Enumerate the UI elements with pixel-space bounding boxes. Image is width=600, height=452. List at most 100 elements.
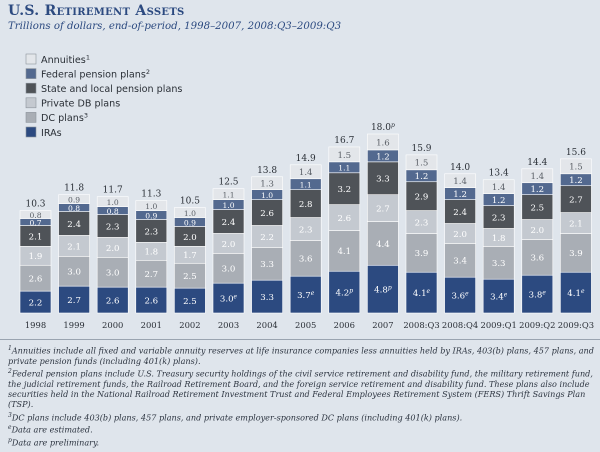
bar-stack-2002: 2.5 2.5 1.7 2.0 0.91.0 10.5 xyxy=(174,197,206,314)
bar-segment xyxy=(19,264,52,292)
legend-swatch xyxy=(25,112,37,123)
bar-segment xyxy=(289,240,322,277)
data-label: 1.7 xyxy=(183,251,197,261)
data-label: 2.1 xyxy=(67,242,81,252)
data-label: 4.1 xyxy=(337,247,351,257)
data-label: 2.7 xyxy=(569,196,583,206)
data-label: 3.2 xyxy=(337,185,351,195)
data-label: 1.3 xyxy=(260,180,274,190)
total-label: 14.0 xyxy=(450,163,470,173)
data-label: 2.1 xyxy=(29,232,43,242)
data-label: 1.1 xyxy=(222,191,234,200)
bar-stacks: 2.22.61.92.10.70.810.32.73.02.12.40.80.9… xyxy=(19,122,592,314)
data-label: 2.5 xyxy=(183,297,197,307)
bar-segment xyxy=(328,230,361,272)
data-label: 4.2p xyxy=(336,288,354,299)
bar-stack-1998: 2.2 2.6 1.9 2.1 0.70.810.3 xyxy=(19,200,52,314)
data-label: 3.3 xyxy=(492,259,506,269)
data-label: 0.8 xyxy=(68,204,80,213)
bar-stack-2004: 3.3 3.3 2.2 2.6 1.01.3 13.8 xyxy=(251,166,283,314)
x-tick-label: 2002 xyxy=(179,320,200,330)
data-label: 4.4 xyxy=(376,240,390,250)
data-label: 2.3 xyxy=(299,225,313,235)
data-label: 2.6 xyxy=(337,214,351,224)
bar-segment xyxy=(58,194,90,204)
data-label: 2.9 xyxy=(415,193,429,203)
total-label: 13.4 xyxy=(489,169,509,179)
data-label: 3.6 xyxy=(530,254,544,264)
data-label: 2.0 xyxy=(183,233,197,243)
total-label: 11.8 xyxy=(64,184,84,194)
x-tick-label: 2008:Q3 xyxy=(403,320,439,330)
total-label: 15.6 xyxy=(566,148,586,158)
data-label: 2.4 xyxy=(67,220,81,230)
data-label: 1.8 xyxy=(492,234,506,244)
bar-stack-1999: 2.7 3.0 2.1 2.4 0.80.9 11.8 xyxy=(58,184,90,314)
bar-stack-2009-q2: 3.8e 3.6 2.0 2.5 1.2 1.4 14.4 xyxy=(521,158,554,314)
data-label: 2.2 xyxy=(29,298,43,308)
bar-segment xyxy=(289,275,322,314)
bar-segment xyxy=(212,188,245,200)
data-label: 2.3 xyxy=(144,227,158,237)
bar-segment xyxy=(251,199,283,226)
stacked-bar-chart: Annuities1 Federal pension plans2 State an… xyxy=(19,53,594,330)
data-label: 1.5 xyxy=(569,163,583,173)
chart-subtitle: Trillions of dollars, end-of-period, 199… xyxy=(8,21,342,32)
bar-segment xyxy=(289,164,322,180)
data-label: 3.0 xyxy=(67,268,81,278)
total-label: 18.0p xyxy=(371,122,395,133)
bar-stack-2001: 2.6 2.7 1.8 2.3 0.91.0 11.3 xyxy=(135,190,168,314)
data-label: 3.9 xyxy=(415,249,429,259)
data-label: 1.4 xyxy=(530,172,544,182)
x-tick-label: 2007 xyxy=(372,320,393,330)
legend-swatch xyxy=(25,82,37,94)
data-label: 1.8 xyxy=(144,248,158,258)
data-label: 1.1 xyxy=(300,181,312,190)
legend-swatch xyxy=(25,68,37,79)
bar-segment xyxy=(521,194,554,220)
data-label: 1.2 xyxy=(569,176,583,186)
bar-segment xyxy=(58,256,90,287)
bar-segment xyxy=(135,200,168,211)
x-tick-label: 2000 xyxy=(102,320,123,330)
footnote: 3DC plans include 403(b) plans, 457 plan… xyxy=(8,411,463,423)
x-tick-label: 2009:Q1 xyxy=(481,320,517,330)
data-label: 1.2 xyxy=(530,185,544,195)
bar-segment xyxy=(482,246,515,280)
footnote-divider xyxy=(0,339,600,340)
bar-segment xyxy=(135,286,168,314)
data-label: 3.7e xyxy=(297,290,315,301)
data-label: 3.0e xyxy=(220,293,238,304)
bar-stack-2003: 3.0e 3.0 2.0 2.4 1.01.1 12.5 xyxy=(212,178,245,314)
legend-swatch xyxy=(25,126,37,138)
data-label: 2.4 xyxy=(453,208,467,218)
data-label: 2.3 xyxy=(415,218,429,228)
data-label: 2.6 xyxy=(29,275,43,285)
total-label: 10.3 xyxy=(25,200,45,210)
data-label: 2.4 xyxy=(222,218,236,228)
bar-segment xyxy=(444,173,476,188)
x-tick-label: 2009:Q3 xyxy=(558,320,594,330)
chart-legend: Annuities1 Federal pension plans2 State an… xyxy=(25,53,182,139)
x-tick-label: 2008:Q4 xyxy=(442,320,478,330)
legend-label: Annuities1 xyxy=(41,53,90,66)
x-tick-label: 2005 xyxy=(295,320,316,330)
data-label: 1.9 xyxy=(29,252,43,262)
data-label: 2.7 xyxy=(144,270,158,280)
x-tick-label: 1999 xyxy=(63,320,84,330)
bar-stack-2006: 4.2p 4.1 2.6 3.2 1.1 1.5 16.7 xyxy=(328,136,361,314)
x-axis-labels: 1998 1999 2000 2001 2002 2003 2004 2005 2006 2007… xyxy=(25,320,594,330)
bar-stack-2009-q1: 3.4e 3.3 1.8 2.3 1.2 1.4 13.4 xyxy=(482,169,515,314)
footnote: pData are preliminary. xyxy=(8,437,100,449)
bar-segment xyxy=(367,264,399,314)
total-label: 16.7 xyxy=(334,136,354,146)
data-label: 2.5 xyxy=(183,272,197,282)
bar-stack-2007: 4.8p 4.4 2.7 3.3 1.2 1.6 18.0p xyxy=(367,122,399,314)
bar-stack-2009-q3: 4.1e 3.9 2.1 2.7 1.2 1.5 15.6 xyxy=(560,148,592,314)
data-label: 2.6 xyxy=(106,296,120,306)
data-label: 3.4e xyxy=(490,291,508,302)
data-label: 3.3 xyxy=(260,293,274,303)
legend-label: State and local pension plans xyxy=(41,84,182,95)
data-label: 4.1e xyxy=(567,288,585,299)
bar-segment xyxy=(96,196,129,207)
